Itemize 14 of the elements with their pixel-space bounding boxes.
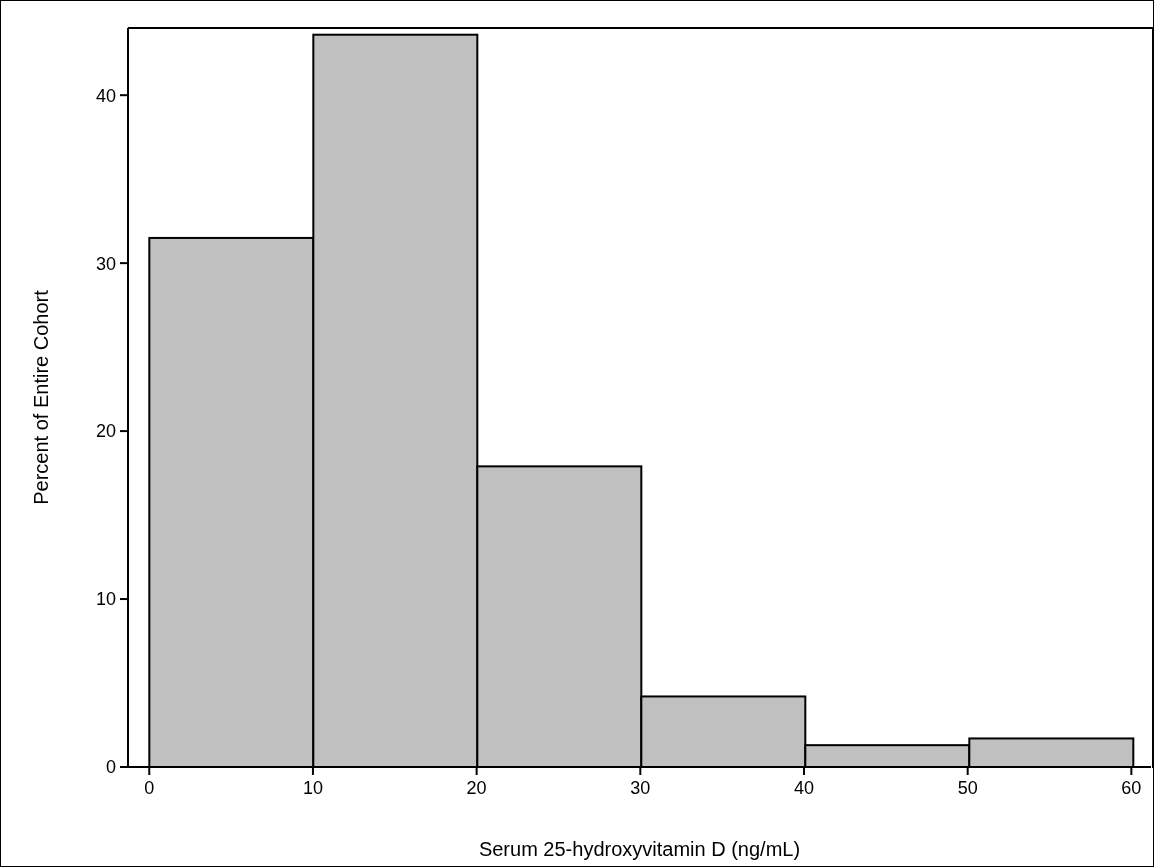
- y-tick-label: 30: [95, 253, 116, 274]
- x-tick-label: 40: [793, 777, 815, 798]
- x-tick-label: 0: [144, 777, 155, 798]
- x-axis-title: Serum 25-hydroxyvitamin D (ng/mL): [478, 838, 801, 860]
- y-tick-label: 10: [95, 589, 116, 610]
- y-tick-label: 40: [95, 85, 116, 106]
- x-tick-label: 10: [302, 777, 323, 798]
- x-tick-label: 30: [630, 777, 651, 798]
- y-tick-label: 0: [105, 757, 116, 778]
- x-tick-label: 20: [466, 777, 487, 798]
- x-tick-label: 50: [957, 777, 978, 798]
- y-axis-title: Percent of Entire Cohort: [30, 289, 53, 505]
- y-tick-label: 20: [95, 421, 116, 442]
- x-tick-label: 60: [1121, 777, 1142, 798]
